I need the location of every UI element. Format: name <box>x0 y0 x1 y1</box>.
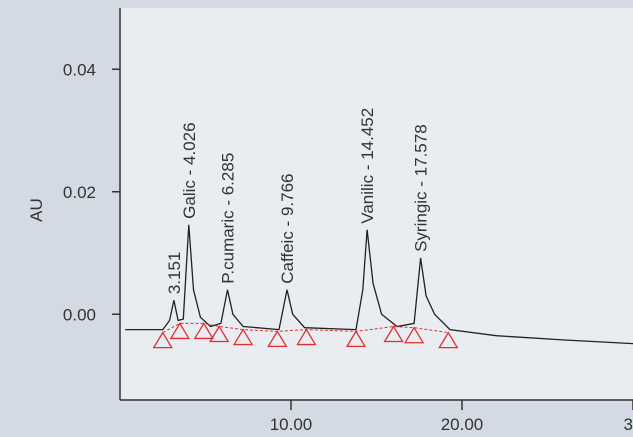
peak-label: 3.151 <box>165 252 184 295</box>
peak-label: Caffeic - 9.766 <box>278 173 297 283</box>
y-tick-label: 0.04 <box>63 60 96 79</box>
x-tick-label: 20.00 <box>441 415 484 434</box>
peak-label: Syringic - 17.578 <box>412 124 431 252</box>
x-tick-label: 30 <box>624 415 633 434</box>
page: AU 0.00 0.02 0.04 10.00 20.00 30 3.151 Galic - … <box>0 0 633 437</box>
y-axis-label: AU <box>27 198 46 222</box>
y-tick-label: 0.02 <box>63 183 96 202</box>
peak-label: Galic - 4.026 <box>180 122 199 218</box>
chart: AU 0.00 0.02 0.04 10.00 20.00 30 3.151 Galic - … <box>0 0 633 437</box>
peak-label: P.cumaric - 6.285 <box>218 153 237 284</box>
y-tick-label: 0.00 <box>63 305 96 324</box>
x-tick-label: 10.00 <box>270 415 313 434</box>
peak-label: Vanilic - 14.452 <box>358 108 377 224</box>
